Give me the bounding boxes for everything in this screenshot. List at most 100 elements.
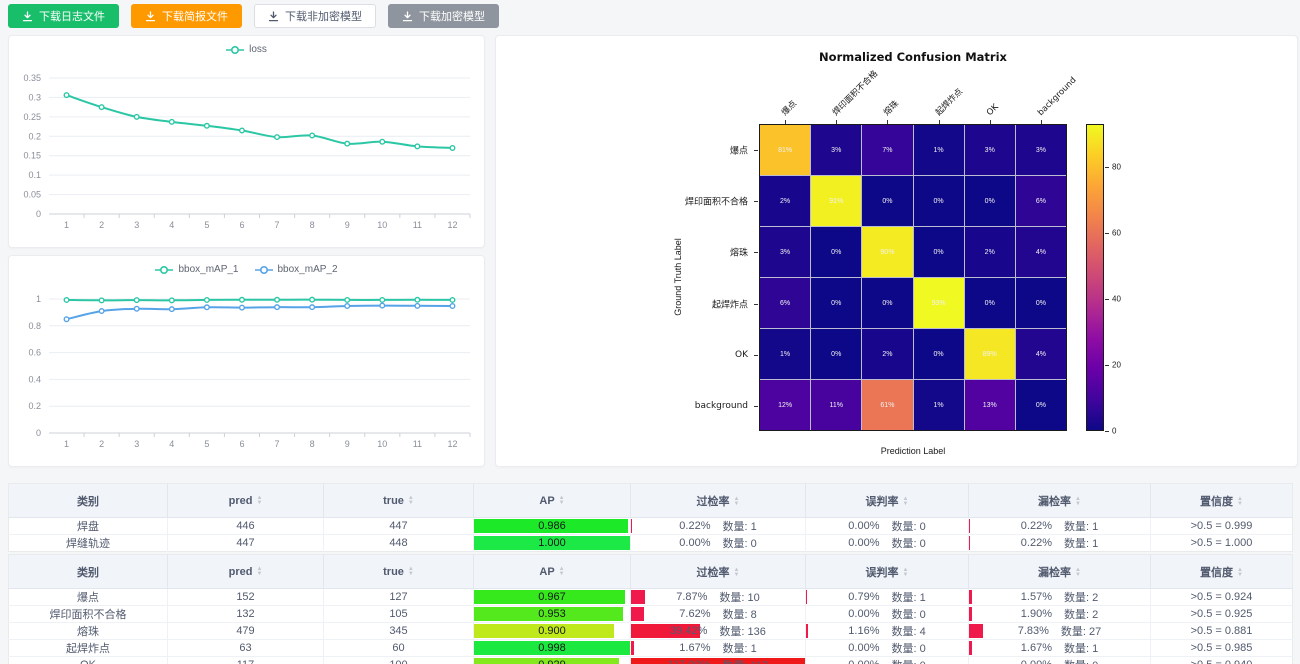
- x-axis-tick-label: 10: [377, 439, 387, 449]
- table-header-row: 类别 pred ▲ ▼ true ▲ ▼ AP ▲ ▼ 过检率 ▲ ▼ 误判率 ▲ ▼ 漏检率 ▲ ▼ 置信度 ▲ ▼: [8, 554, 1293, 589]
- rate-text: 1.16% 数量: 4: [806, 623, 968, 639]
- x-axis-tick-label: 5: [204, 439, 209, 449]
- cm-cell-0-4: 3%: [964, 125, 1015, 175]
- loss-point: [238, 127, 245, 134]
- sort-caret-icon[interactable]: ▲ ▼: [1075, 495, 1081, 507]
- x-axis-tick-label: 7: [275, 220, 280, 230]
- column-header-误判率[interactable]: 误判率 ▲ ▼: [805, 483, 969, 518]
- column-header-pred[interactable]: pred ▲ ▼: [167, 483, 324, 518]
- cm-col-label: 焊印面积不合格: [830, 68, 881, 118]
- bbox_mAP_1-point: [203, 296, 210, 303]
- y-axis-tick-label: 0.2: [28, 131, 41, 141]
- cm-colorbar-tick-label: 20: [1112, 360, 1121, 370]
- miss-rate-cell: 1.67% 数量: 1: [968, 639, 1151, 657]
- cm-colorbar-tick: [1105, 298, 1109, 300]
- rate-count: 数量: 1: [1063, 538, 1099, 550]
- column-header-true[interactable]: true ▲ ▼: [323, 483, 474, 518]
- download-encrypted-model-button[interactable]: 下载加密模型: [388, 4, 499, 28]
- column-header-label: 过检率: [696, 566, 730, 579]
- column-header-过检率[interactable]: 过检率 ▲ ▼: [630, 483, 806, 518]
- confusion-matrix-title: Normalized Confusion Matrix: [819, 50, 1007, 64]
- bbox_mAP_1-point: [274, 296, 281, 303]
- sort-caret-icon[interactable]: ▲ ▼: [733, 495, 740, 507]
- x-axis-tick-label: 1: [64, 439, 69, 449]
- rate-bar: [631, 641, 634, 655]
- download-log-button[interactable]: 下载日志文件: [8, 4, 119, 28]
- cm-cell-2-4: 2%: [964, 227, 1015, 277]
- cm-cell-5-4: 13%: [964, 380, 1015, 430]
- column-header-漏检率[interactable]: 漏检率 ▲ ▼: [968, 483, 1151, 518]
- cm-cell-0-5: 3%: [1015, 125, 1066, 175]
- download-plain-model-button[interactable]: 下载非加密模型: [254, 4, 376, 28]
- rate-text: 0.00% 数量: 0: [806, 657, 968, 664]
- column-header-pred[interactable]: pred ▲ ▼: [167, 554, 324, 589]
- sort-caret-icon[interactable]: ▲ ▼: [256, 494, 263, 506]
- legend-item-bbox_mAP_1[interactable]: bbox_mAP_1: [155, 264, 239, 275]
- cm-axis-tick: [784, 120, 786, 124]
- sort-caret-icon[interactable]: ▲ ▼: [1237, 495, 1243, 507]
- column-header-true[interactable]: true ▲ ▼: [323, 554, 474, 589]
- cm-axis-tick: [754, 252, 758, 254]
- pred-cell: 479: [167, 622, 324, 640]
- column-header-label: true: [383, 494, 404, 507]
- sort-caret-icon[interactable]: ▲ ▼: [902, 566, 909, 578]
- legend-line-icon: [226, 45, 245, 54]
- ap-cell: 0.967: [473, 588, 631, 606]
- ap-value: 1.000: [538, 537, 566, 549]
- x-axis-tick-label: 9: [345, 220, 350, 230]
- sort-caret-icon[interactable]: ▲ ▼: [902, 495, 909, 507]
- confusion-matrix-grid: 81% 3% 7% 1% 3% 3% 2% 91% 0% 0% 0% 6% 3% 0% 90% 0% 2% 4% 6…: [759, 124, 1067, 431]
- column-header-置信度[interactable]: 置信度 ▲ ▼: [1150, 483, 1293, 518]
- sort-caret-icon[interactable]: ▲ ▼: [256, 565, 263, 577]
- confidence-cell: >0.5 = 0.985: [1150, 639, 1293, 657]
- loss-point: [133, 113, 140, 120]
- legend-line-icon: [254, 265, 273, 274]
- rate-text: 1.67% 数量: 1: [969, 640, 1150, 656]
- column-header-漏检率[interactable]: 漏检率 ▲ ▼: [968, 554, 1151, 589]
- loss-point: [309, 132, 316, 139]
- column-header-AP[interactable]: AP ▲ ▼: [473, 483, 631, 518]
- cm-cell-0-2: 7%: [862, 125, 913, 175]
- sort-caret-icon[interactable]: ▲ ▼: [1075, 566, 1081, 578]
- bbox_mAP_1-point: [344, 296, 351, 303]
- cm-col-label: 爆点: [779, 98, 799, 118]
- cm-row-label: background: [694, 401, 748, 412]
- metrics-table-1: 类别 pred ▲ ▼ true ▲ ▼ AP ▲ ▼ 过检率 ▲ ▼ 误判率 ▲ ▼ 漏检率 ▲ ▼ 置信度 ▲ ▼ 焊盘…: [8, 483, 1293, 552]
- over-rate-cell: 0.22% 数量: 1: [630, 517, 806, 535]
- loss-chart-card: loss 0 0.05 0.1 0.15 0.2 0.25 0.3 0.35 1 2 3 4 5 6 7 8 9…: [8, 35, 485, 248]
- rate-text: 0.00% 数量: 0: [806, 640, 968, 656]
- column-header-置信度[interactable]: 置信度 ▲ ▼: [1150, 554, 1293, 589]
- x-axis-tick-label: 4: [169, 439, 174, 449]
- legend-item-loss[interactable]: loss: [226, 44, 267, 55]
- rate-bar: [806, 590, 808, 604]
- sort-caret-icon[interactable]: ▲ ▼: [733, 566, 740, 578]
- over-rate-cell: 7.87% 数量: 10: [630, 588, 806, 606]
- category-cell: 熔珠: [8, 622, 168, 640]
- download-brief-button[interactable]: 下载简报文件: [131, 4, 242, 28]
- cm-cell-4-5: 4%: [1015, 329, 1066, 379]
- sort-caret-icon[interactable]: ▲ ▼: [407, 565, 414, 577]
- ap-value: 0.967: [538, 591, 566, 603]
- ap-bar: [474, 519, 628, 533]
- rate-text: 0.22% 数量: 1: [631, 518, 805, 534]
- column-header-AP[interactable]: AP ▲ ▼: [473, 554, 631, 589]
- sort-caret-icon[interactable]: ▲ ▼: [558, 494, 565, 506]
- legend-label: loss: [249, 44, 267, 55]
- column-header-误判率[interactable]: 误判率 ▲ ▼: [805, 554, 969, 589]
- pred-cell: 152: [167, 588, 324, 606]
- x-axis-tick-label: 10: [377, 220, 387, 230]
- cm-cell-4-0: 1%: [760, 329, 811, 379]
- misjudge-rate-cell: 1.16% 数量: 4: [805, 622, 969, 640]
- column-header-过检率[interactable]: 过检率 ▲ ▼: [630, 554, 806, 589]
- sort-caret-icon[interactable]: ▲ ▼: [1237, 566, 1243, 578]
- sort-caret-icon[interactable]: ▲ ▼: [558, 565, 565, 577]
- category-cell: 爆点: [8, 588, 168, 606]
- legend-label: bbox_mAP_1: [178, 264, 239, 275]
- legend-item-bbox_mAP_2[interactable]: bbox_mAP_2: [254, 264, 338, 275]
- cm-cell-4-4: 89%: [964, 329, 1015, 379]
- cm-cell-0-0: 81%: [760, 125, 811, 175]
- x-axis-tick-label: 12: [447, 220, 457, 230]
- rate-count: 数量: 1: [891, 592, 926, 604]
- miss-rate-cell: 7.83% 数量: 27: [968, 622, 1151, 640]
- sort-caret-icon[interactable]: ▲ ▼: [407, 494, 414, 506]
